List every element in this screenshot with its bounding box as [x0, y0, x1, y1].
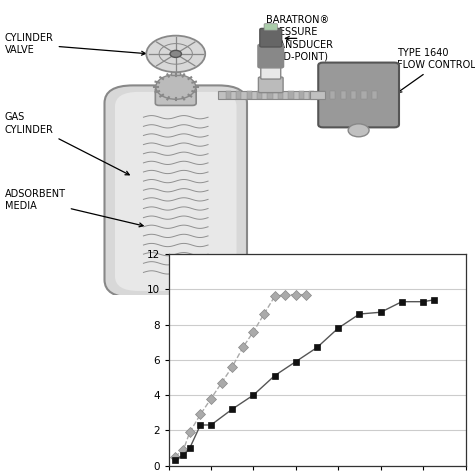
FancyBboxPatch shape: [261, 66, 281, 79]
FancyBboxPatch shape: [155, 87, 196, 105]
Bar: [372, 91, 377, 99]
Text: TYPE 1640
FLOW CONTROLLER: TYPE 1640 FLOW CONTROLLER: [397, 48, 475, 93]
FancyBboxPatch shape: [264, 24, 277, 30]
Bar: [236, 91, 241, 99]
Bar: [171, 58, 180, 75]
Circle shape: [156, 75, 196, 99]
Text: ADSORBENT
MEDIA: ADSORBENT MEDIA: [5, 189, 143, 227]
Text: CYLINDER
VALVE: CYLINDER VALVE: [5, 33, 145, 56]
Bar: [299, 91, 304, 99]
Text: GAS
CYLINDER: GAS CYLINDER: [5, 113, 129, 175]
Text: BARATRON®
PRESSURE
TRANSDUCER
(END-POINT): BARATRON® PRESSURE TRANSDUCER (END-POINT…: [266, 15, 333, 62]
Bar: [267, 91, 273, 99]
FancyBboxPatch shape: [258, 77, 283, 93]
FancyBboxPatch shape: [115, 92, 237, 291]
Bar: [247, 91, 252, 99]
Bar: [278, 91, 283, 99]
Bar: [320, 91, 325, 99]
Bar: [257, 91, 262, 99]
FancyBboxPatch shape: [104, 86, 247, 297]
FancyBboxPatch shape: [258, 44, 284, 68]
FancyBboxPatch shape: [318, 63, 399, 127]
Bar: [288, 91, 294, 99]
Bar: [330, 91, 335, 99]
Circle shape: [170, 50, 181, 57]
Bar: [310, 91, 325, 99]
Circle shape: [146, 36, 205, 72]
Bar: [309, 91, 314, 99]
Bar: [341, 91, 346, 99]
Bar: [361, 91, 367, 99]
Bar: [226, 91, 231, 99]
FancyBboxPatch shape: [260, 28, 282, 47]
Bar: [351, 91, 356, 99]
Bar: [218, 92, 390, 98]
Circle shape: [348, 124, 369, 137]
